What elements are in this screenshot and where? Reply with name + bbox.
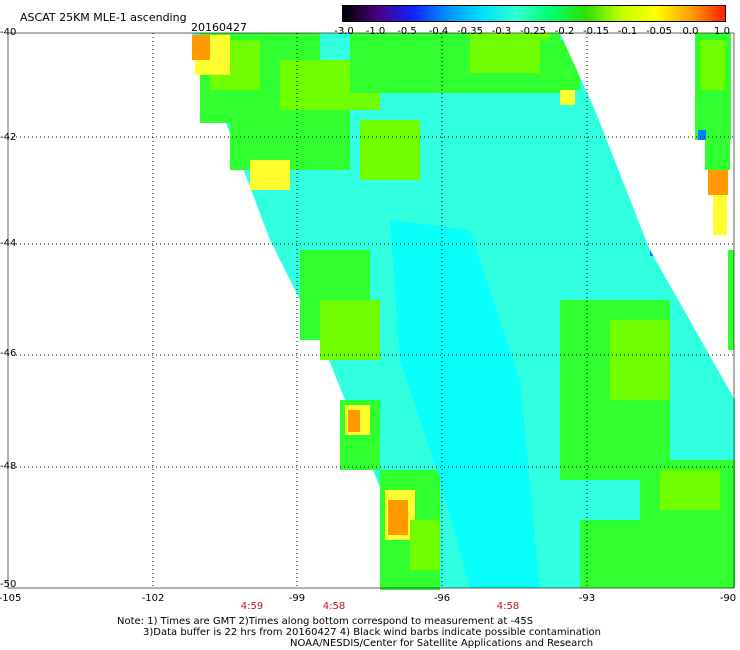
time-label: 4:58 bbox=[322, 601, 346, 612]
time-label: 4:59 bbox=[240, 601, 264, 612]
colorbar-tick-label: -0.3 bbox=[491, 26, 512, 37]
lon-label: -90 bbox=[719, 593, 737, 604]
colorbar-tick-label: -3.0 bbox=[334, 26, 354, 37]
footer-note-2: 3)Data buffer is 22 hrs from 20160427 4)… bbox=[143, 627, 601, 638]
colorbar-tick-label: 0.0 bbox=[682, 26, 699, 37]
colorbar-tick-label: -1.0 bbox=[365, 26, 386, 37]
wind-patch bbox=[580, 520, 640, 588]
colorbar-tick-label: -0.5 bbox=[397, 26, 417, 37]
wind-patch bbox=[698, 130, 706, 140]
colorbar-tick-label: -0.25 bbox=[520, 26, 546, 37]
lon-label: -93 bbox=[578, 593, 596, 604]
wind-patch bbox=[388, 500, 408, 535]
lon-label: -96 bbox=[433, 593, 451, 604]
wind-patch bbox=[320, 300, 380, 360]
colorbar-tick-label: -0.35 bbox=[457, 26, 483, 37]
wind-patch bbox=[192, 35, 210, 60]
wind-patch bbox=[610, 320, 670, 400]
lon-label: -102 bbox=[141, 593, 165, 604]
wind-patch bbox=[660, 470, 720, 510]
no-data-gap bbox=[560, 33, 735, 400]
wind-patch bbox=[708, 170, 728, 195]
colorbar-tick-label: -0.05 bbox=[646, 26, 672, 37]
colorbar-tick-label: -0.15 bbox=[583, 26, 609, 37]
colorbar-tick-label: 1.0 bbox=[714, 26, 730, 37]
graticule bbox=[8, 33, 734, 588]
colorbar-tick-label: -0.4 bbox=[428, 26, 449, 37]
wind-patch bbox=[700, 40, 725, 90]
wind-patch bbox=[410, 520, 440, 570]
lat-label: -46 bbox=[0, 348, 17, 359]
wind-patch bbox=[470, 33, 550, 73]
wind-patch bbox=[360, 120, 420, 180]
footer-note-1: Note: 1) Times are GMT 2)Times along bot… bbox=[117, 616, 534, 627]
lat-label: -44 bbox=[0, 238, 17, 249]
wind-trough bbox=[390, 220, 540, 588]
lat-label: -40 bbox=[0, 27, 17, 38]
lon-label: -105 bbox=[0, 593, 22, 604]
footer-credit: NOAA/NESDIS/Center for Satellite Applica… bbox=[290, 638, 594, 649]
map-border bbox=[7, 32, 735, 589]
wind-patch bbox=[348, 410, 360, 432]
wind-swath bbox=[192, 33, 735, 590]
colorbar-tick-label: -0.2 bbox=[554, 26, 575, 37]
colorbar bbox=[342, 5, 726, 22]
lat-label: -42 bbox=[0, 132, 17, 143]
lon-label: -99 bbox=[288, 593, 306, 604]
wind-patch bbox=[250, 160, 290, 190]
secondary-swath bbox=[728, 250, 734, 350]
lat-label: -50 bbox=[0, 579, 17, 590]
wind-patch bbox=[713, 195, 727, 235]
secondary-swath bbox=[705, 140, 730, 170]
colorbar-tick-label: -0.1 bbox=[617, 26, 638, 37]
map-date: 20160427 bbox=[191, 21, 247, 34]
wind-patch bbox=[560, 90, 575, 105]
map-frame bbox=[7, 32, 735, 589]
time-label: 4:58 bbox=[496, 601, 520, 612]
lat-label: -48 bbox=[0, 461, 17, 472]
map-title: ASCAT 25KM MLE-1 ascending bbox=[20, 11, 187, 24]
